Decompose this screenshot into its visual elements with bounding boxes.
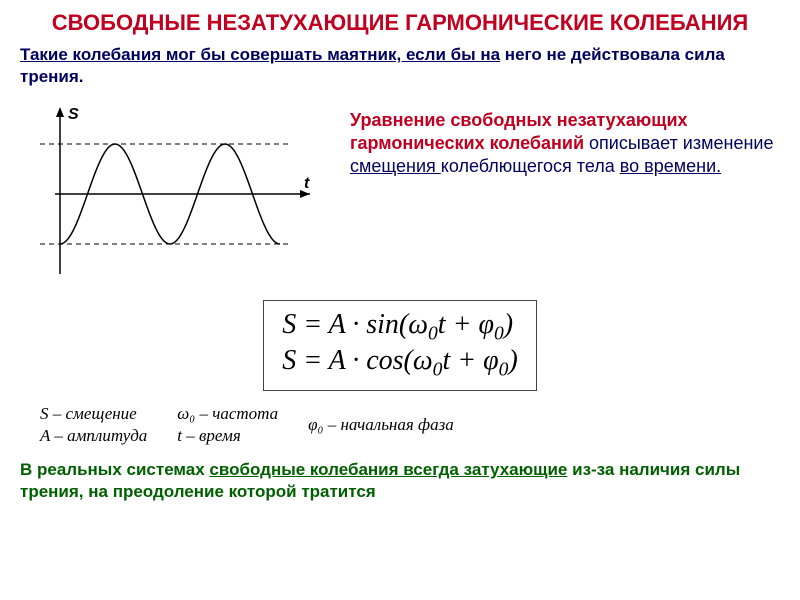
legend-col-3: φ₀ – начальная фаза xyxy=(308,414,454,436)
legend-row: S – смещение A – амплитуда ω₀ – частота … xyxy=(20,403,780,447)
footer-underlined: свободные колебания всегда затухающие xyxy=(209,460,567,479)
legend-t: t – время xyxy=(177,425,278,447)
intro-text: Такие колебания мог бы совершать маятник… xyxy=(20,44,780,88)
formula-line-2: S = A · cos(ω0t + φ0) xyxy=(282,345,518,382)
svg-text:t: t xyxy=(304,175,310,192)
formula-box: S = A · sin(ω0t + φ0) S = A · cos(ω0t + … xyxy=(263,300,537,391)
intro-underlined: Такие колебания мог бы совершать маятник… xyxy=(20,45,500,64)
legend-a: A – амплитуда xyxy=(40,425,147,447)
svg-text:S: S xyxy=(68,106,79,123)
para-pre: описывает изменение xyxy=(584,133,773,153)
footer-pre: В реальных системах xyxy=(20,460,209,479)
para-u2: во времени. xyxy=(620,156,721,176)
formula-line-1: S = A · sin(ω0t + φ0) xyxy=(282,309,518,346)
para-mid: колеблющегося тела xyxy=(441,156,620,176)
paragraph: Уравнение свободных незатухающих гармони… xyxy=(350,109,780,179)
legend-s: S – смещение xyxy=(40,403,147,425)
text-column: Уравнение свободных незатухающих гармони… xyxy=(350,99,780,179)
footer-text: В реальных системах свободные колебания … xyxy=(20,459,780,503)
legend-phi: φ₀ – начальная фаза xyxy=(308,414,454,436)
legend-omega: ω₀ – частота xyxy=(177,403,278,425)
oscillation-chart: St xyxy=(20,99,320,279)
chart-column: St xyxy=(20,99,330,284)
para-u1: смещения xyxy=(350,156,441,176)
page-title: СВОБОДНЫЕ НЕЗАТУХАЮЩИЕ ГАРМОНИЧЕСКИЕ КОЛ… xyxy=(20,10,780,36)
content-row: St Уравнение свободных незатухающих гарм… xyxy=(20,99,780,284)
legend-col-2: ω₀ – частота t – время xyxy=(177,403,278,447)
legend-col-1: S – смещение A – амплитуда xyxy=(40,403,147,447)
